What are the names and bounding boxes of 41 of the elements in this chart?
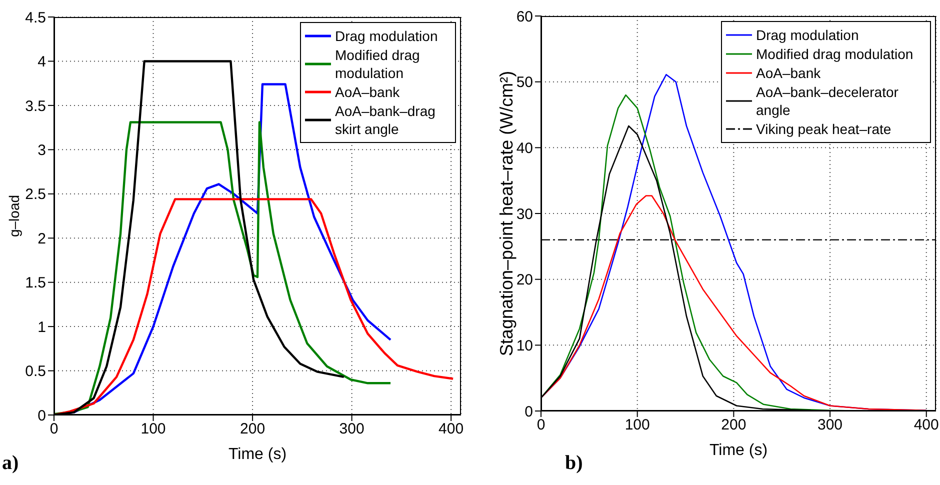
x-tick-label: 200 bbox=[721, 416, 746, 434]
y-axis-title: Stagnation–point heat–rate (W/cm²) bbox=[496, 70, 516, 356]
y-axis-title: g–load bbox=[6, 194, 22, 238]
x-tick-label: 400 bbox=[914, 416, 939, 434]
x-tick-label: 100 bbox=[624, 416, 650, 434]
x-axis-title: Time (s) bbox=[228, 446, 287, 463]
y-tick-label: 4 bbox=[38, 54, 46, 71]
y-tick-label: 10 bbox=[516, 337, 533, 354]
x-tick-label: 0 bbox=[50, 420, 58, 438]
x-axis-title: Time (s) bbox=[709, 442, 768, 459]
legend-label: AoA–bank–decelerator angle bbox=[756, 83, 900, 119]
x-tick-label: 0 bbox=[536, 416, 546, 434]
x-tick-label: 200 bbox=[240, 420, 266, 438]
y-tick-label: 3 bbox=[38, 142, 46, 159]
y-tick-label: 1 bbox=[38, 318, 46, 336]
legend-label: Drag modulation bbox=[756, 26, 859, 44]
y-tick-label: 20 bbox=[516, 272, 533, 289]
legend-label: Drag modulation bbox=[335, 27, 438, 45]
text: b) bbox=[565, 452, 583, 475]
y-tick-label: 0 bbox=[524, 403, 533, 420]
x-tick-label: 300 bbox=[339, 420, 364, 438]
legend-label: AoA–bank–drag skirt angle bbox=[335, 102, 436, 138]
x-tick-label: 300 bbox=[818, 416, 843, 434]
y-tick-label: 50 bbox=[516, 74, 533, 92]
y-tick-label: 1.5 bbox=[25, 274, 46, 292]
legend-label: AoA–bank bbox=[335, 83, 400, 101]
x-tick-label: 400 bbox=[438, 420, 464, 438]
y-tick-label: 0.5 bbox=[25, 363, 46, 380]
y-tick-label: 40 bbox=[516, 140, 533, 157]
legend-label: Modified drag modulation bbox=[335, 46, 421, 82]
y-tick-label: 2.5 bbox=[25, 186, 46, 204]
text: a) bbox=[2, 452, 19, 475]
legend-label: Viking peak heat–rate bbox=[756, 120, 892, 138]
y-tick-label: 4.5 bbox=[25, 9, 46, 26]
x-tick-label: 100 bbox=[140, 420, 166, 438]
y-tick-label: 2 bbox=[38, 230, 46, 248]
y-tick-label: 3.5 bbox=[25, 98, 46, 115]
legend-label: Modified drag modulation bbox=[756, 45, 914, 63]
legend-label: AoA–bank bbox=[756, 64, 821, 82]
y-tick-label: 60 bbox=[516, 8, 533, 26]
y-tick-label: 30 bbox=[516, 206, 533, 223]
